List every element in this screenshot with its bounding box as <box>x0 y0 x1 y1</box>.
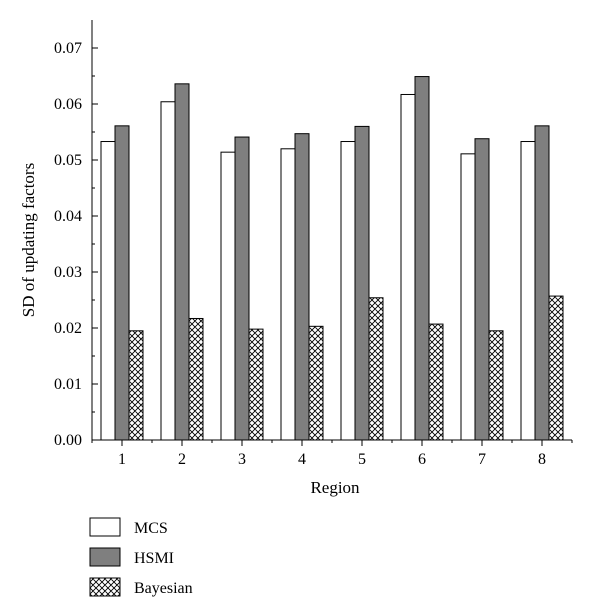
plot-area <box>100 76 564 441</box>
y-tick-label: 0.02 <box>54 320 82 337</box>
x-axis-title: Region <box>310 478 360 497</box>
bar-mcs-region-4 <box>280 148 296 441</box>
x-tick-label: 6 <box>418 451 426 468</box>
x-tick-label: 3 <box>238 451 246 468</box>
x-tick-label: 4 <box>298 451 306 468</box>
bar-bayesian-region-8 <box>548 295 564 441</box>
bar-hsmi-region-1 <box>114 125 130 441</box>
bar-mcs-region-2 <box>160 101 176 441</box>
x-tick-label: 8 <box>538 451 546 468</box>
legend: MCS HSMI Bayesian <box>89 517 193 597</box>
y-tick-label: 0.07 <box>54 40 82 57</box>
bar-hsmi-region-2 <box>174 83 190 441</box>
y-tick-label: 0.04 <box>54 208 82 225</box>
y-tick-label: 0.03 <box>54 264 82 281</box>
bar-mcs-region-6 <box>400 93 416 441</box>
legend-swatch-bayesian <box>89 577 121 597</box>
bar-hsmi-region-8 <box>534 125 550 441</box>
legend-label-mcs: MCS <box>134 520 168 537</box>
bar-hsmi-region-3 <box>234 136 250 441</box>
x-tick-label: 1 <box>118 451 126 468</box>
y-tick-label: 0.01 <box>54 376 82 393</box>
bar-bayesian-region-3 <box>248 328 264 441</box>
legend-label-hsmi: HSMI <box>134 550 174 567</box>
bar-bayesian-region-1 <box>128 330 144 441</box>
legend-swatch-hsmi <box>89 547 121 567</box>
bar-mcs-region-5 <box>340 141 356 441</box>
bar-mcs-region-1 <box>100 141 116 441</box>
y-tick-label: 0.06 <box>54 96 82 113</box>
y-tick-label: 0.00 <box>54 432 82 449</box>
legend-swatch-mcs <box>89 517 121 537</box>
bar-bayesian-region-2 <box>188 317 204 441</box>
y-tick-label: 0.05 <box>54 152 82 169</box>
bar-hsmi-region-4 <box>294 133 310 441</box>
bar-hsmi-region-5 <box>354 125 370 441</box>
x-tick-label: 5 <box>358 451 366 468</box>
bar-bayesian-region-7 <box>488 330 504 441</box>
bar-bayesian-region-4 <box>308 325 324 441</box>
axes: 0.00 0.01 0.02 0.03 0.04 0.05 0.06 0.07 1 2 3 4 5 6 7 8 <box>54 20 573 468</box>
bar-bayesian-region-6 <box>428 323 444 441</box>
bar-hsmi-region-7 <box>474 138 490 441</box>
y-axis-title: SD of updating factors <box>19 163 38 317</box>
x-tick-label: 2 <box>178 451 186 468</box>
bar-hsmi-region-6 <box>414 76 430 441</box>
x-tick-label: 7 <box>478 451 486 468</box>
bar-mcs-region-8 <box>520 141 536 441</box>
legend-label-bayesian: Bayesian <box>134 580 193 597</box>
bar-mcs-region-3 <box>220 151 236 441</box>
bar-mcs-region-7 <box>460 153 476 441</box>
bar-bayesian-region-5 <box>368 297 384 441</box>
